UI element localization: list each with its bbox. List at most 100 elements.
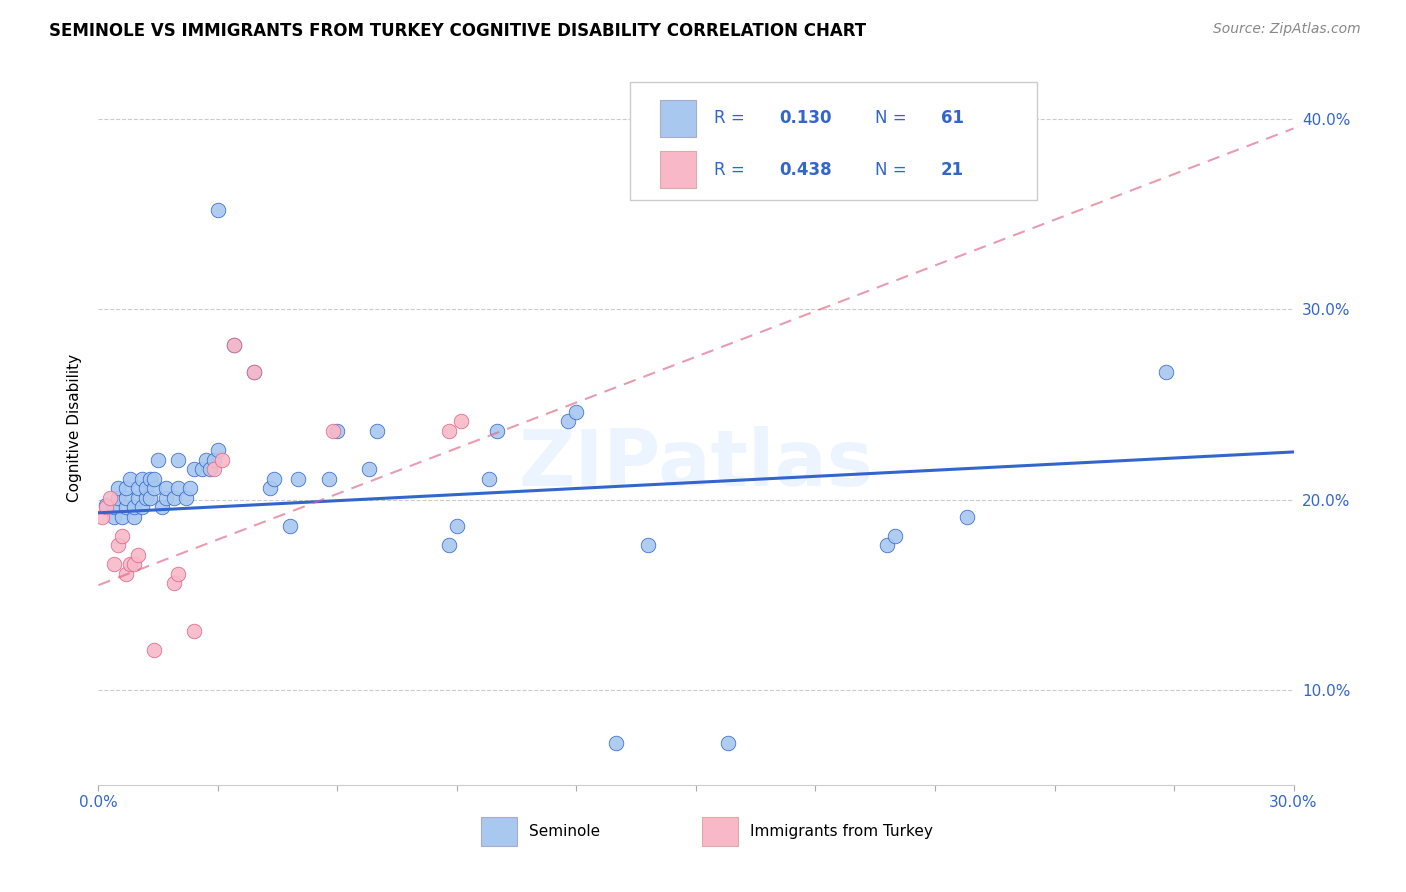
Point [207, 443, 229, 458]
Point [287, 472, 309, 486]
Point [366, 424, 388, 438]
Point [115, 566, 138, 581]
Point [139, 472, 162, 486]
Text: Seminole: Seminole [529, 824, 600, 838]
Point [148, 452, 170, 467]
Point [143, 481, 166, 495]
Point [124, 509, 146, 524]
Point [183, 462, 205, 476]
Point [120, 558, 142, 572]
Point [115, 491, 138, 505]
Point [91, 509, 114, 524]
Point [446, 519, 468, 533]
Text: 0.438: 0.438 [780, 161, 832, 179]
Point [127, 548, 149, 562]
Text: ZIPatlas: ZIPatlas [519, 425, 873, 502]
Point [120, 472, 142, 486]
Point [243, 365, 266, 379]
Point [637, 538, 659, 552]
Point [143, 472, 166, 486]
Point [124, 558, 146, 572]
Point [96, 498, 118, 512]
Point [717, 736, 740, 750]
Point [322, 424, 344, 438]
Point [202, 462, 225, 476]
Bar [661, 152, 696, 188]
Point [96, 500, 118, 515]
Point [131, 500, 153, 515]
Point [326, 424, 349, 438]
Point [557, 415, 579, 429]
Text: R =: R = [714, 109, 749, 128]
Point [318, 472, 340, 486]
Point [359, 462, 381, 476]
Point [103, 509, 125, 524]
Point [198, 462, 221, 476]
Point [183, 624, 205, 638]
Point [884, 529, 907, 543]
Point [167, 452, 190, 467]
Bar [481, 817, 517, 846]
Text: 21: 21 [941, 161, 965, 179]
Point [127, 491, 149, 505]
Point [115, 481, 138, 495]
Point [135, 481, 157, 495]
Point [259, 481, 281, 495]
Point [222, 338, 245, 352]
Text: N =: N = [876, 161, 912, 179]
Point [565, 405, 588, 419]
Point [107, 538, 129, 552]
Point [195, 452, 218, 467]
Point [222, 338, 245, 352]
Point [167, 566, 190, 581]
Point [155, 481, 177, 495]
Point [103, 558, 125, 572]
Point [202, 452, 225, 467]
Point [143, 643, 166, 657]
Y-axis label: Cognitive Disability: Cognitive Disability [67, 354, 83, 502]
Point [103, 500, 125, 515]
Point [211, 452, 233, 467]
Text: R =: R = [714, 161, 749, 179]
Point [179, 481, 201, 495]
Point [207, 203, 229, 218]
Point [127, 481, 149, 495]
Point [956, 509, 979, 524]
Point [107, 491, 129, 505]
Point [174, 491, 197, 505]
Point [163, 491, 186, 505]
Point [131, 472, 153, 486]
Bar [702, 817, 738, 846]
Point [263, 472, 285, 486]
Point [155, 491, 177, 505]
Point [278, 519, 301, 533]
FancyBboxPatch shape [630, 82, 1036, 200]
Point [450, 415, 472, 429]
Point [150, 500, 173, 515]
Text: 61: 61 [941, 109, 965, 128]
Point [191, 462, 214, 476]
Bar [661, 100, 696, 136]
Text: N =: N = [876, 109, 912, 128]
Point [107, 481, 129, 495]
Point [243, 365, 266, 379]
Point [135, 491, 157, 505]
Point [437, 538, 460, 552]
Text: SEMINOLE VS IMMIGRANTS FROM TURKEY COGNITIVE DISABILITY CORRELATION CHART: SEMINOLE VS IMMIGRANTS FROM TURKEY COGNI… [49, 22, 866, 40]
Point [115, 500, 138, 515]
Point [111, 529, 134, 543]
Point [124, 500, 146, 515]
Text: Source: ZipAtlas.com: Source: ZipAtlas.com [1213, 22, 1361, 37]
Point [111, 509, 134, 524]
Point [605, 736, 627, 750]
Point [163, 576, 186, 591]
Point [485, 424, 508, 438]
Point [437, 424, 460, 438]
Point [876, 538, 898, 552]
Point [1154, 365, 1177, 379]
Point [98, 491, 122, 505]
Point [478, 472, 501, 486]
Point [139, 491, 162, 505]
Point [167, 481, 190, 495]
Text: 0.130: 0.130 [780, 109, 832, 128]
